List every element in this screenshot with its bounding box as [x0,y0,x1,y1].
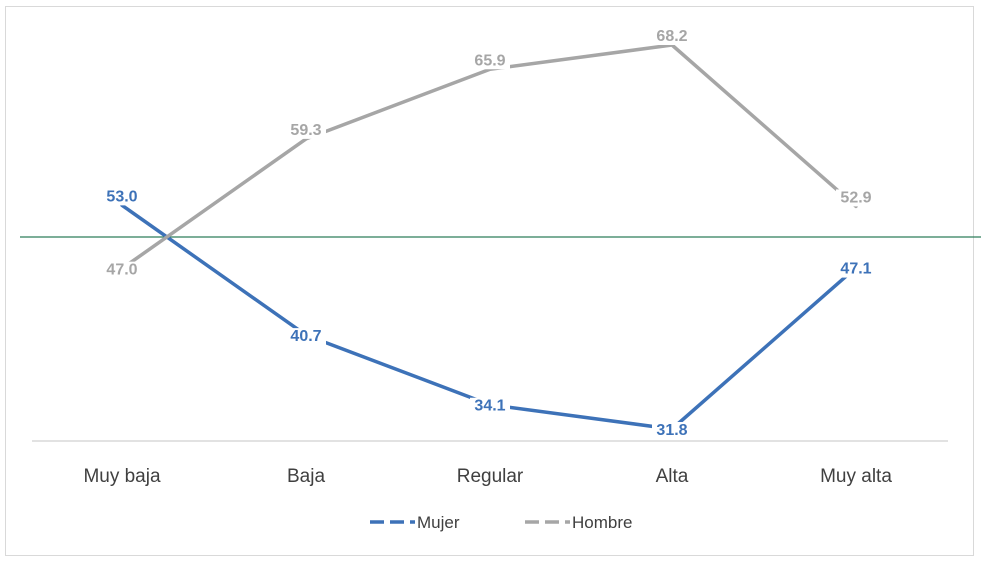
data-label-text: 53.0 [106,188,137,205]
data-label-text: 65.9 [474,52,505,69]
data-label-text: 47.1 [840,261,871,278]
data-labels-layer: 53.0 40.7 34.1 31.8 47.1 47.0 59.3 65.9 68.2 52.9 [102,27,876,440]
category-labels: Muy baja Baja Regular Alta Muy alta [83,466,892,487]
data-label-bg [102,188,142,206]
data-label-bg [652,422,692,440]
data-label-bg [470,397,510,415]
data-label-text: 59.3 [290,122,321,139]
data-label-hombre-4: 52.9 [836,189,876,207]
data-label-text: 52.9 [840,189,871,206]
data-label-text: 40.7 [290,328,321,345]
data-label-mujer-4: 47.1 [836,260,876,278]
series-line-hombre [120,43,858,271]
legend-label: Mujer [417,513,460,532]
data-label-text: 47.0 [106,262,137,279]
legend-label: Hombre [572,513,632,532]
legend-item-mujer: Mujer [370,513,460,532]
data-label-mujer-2: 34.1 [470,397,510,415]
data-label-text: 68.2 [656,28,687,45]
legend-item-hombre: Hombre [525,513,632,532]
category-label-4: Muy alta [820,466,892,487]
category-label-1: Baja [287,466,325,487]
data-label-mujer-0: 53.0 [102,188,142,206]
data-label-hombre-1: 59.3 [286,122,326,139]
data-label-mujer-3: 31.8 [652,422,692,440]
series-line-mujer [120,203,858,431]
data-label-bg [470,52,510,70]
data-label-bg [286,328,326,346]
category-label-2: Regular [457,466,524,487]
category-label-3: Alta [656,466,689,487]
data-label-hombre-0: 47.0 [102,261,142,279]
data-label-bg [836,189,876,207]
data-label-bg [102,261,142,279]
data-label-text: 31.8 [656,422,687,439]
category-label-0: Muy baja [83,466,161,487]
data-label-bg [286,121,326,139]
data-label-bg [836,260,876,278]
data-label-bg [652,27,692,45]
chart-frame [5,6,974,556]
data-label-hombre-3: 68.2 [652,27,692,45]
data-label-hombre-2: 65.9 [470,52,510,70]
data-label-text: 34.1 [474,398,505,415]
data-label-mujer-1: 40.7 [286,328,326,346]
legend: Mujer Hombre [370,513,632,532]
